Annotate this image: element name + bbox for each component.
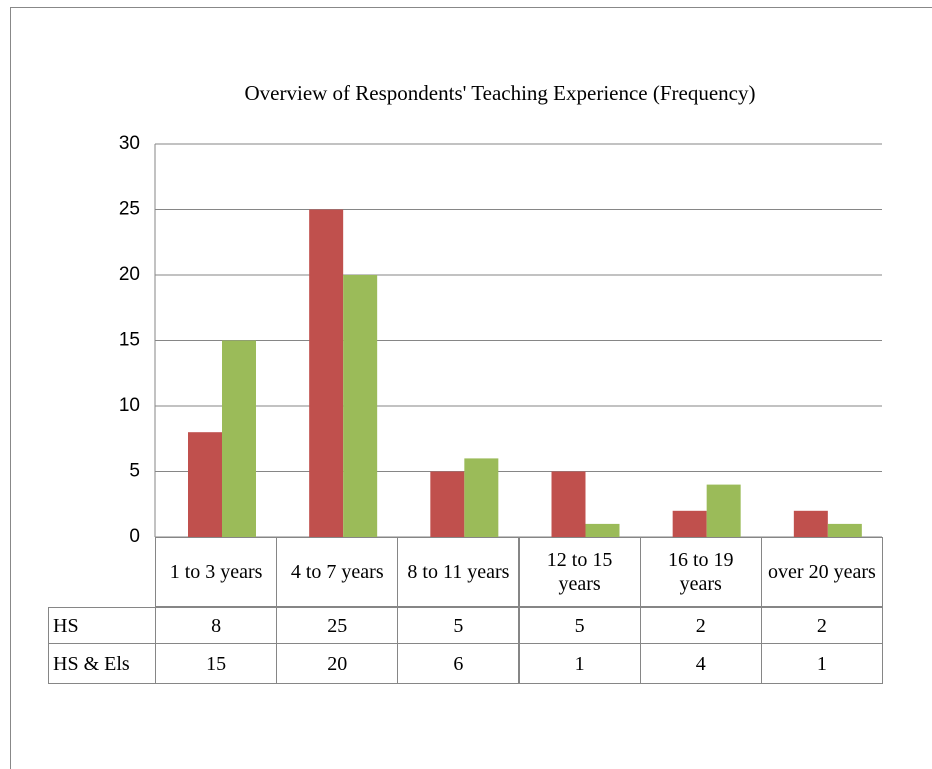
bar xyxy=(309,209,344,537)
chart-title: Overview of Respondents' Teaching Experi… xyxy=(245,81,756,105)
category-label: 8 to 11 years xyxy=(397,537,520,607)
y-tick-label: 30 xyxy=(119,133,140,154)
bar xyxy=(793,510,828,537)
bar xyxy=(827,523,862,537)
table-value: 4 xyxy=(639,643,762,684)
table-value: 15 xyxy=(155,643,278,684)
category-label: 12 to 15 years xyxy=(518,537,641,607)
y-tick-label: 10 xyxy=(119,395,140,416)
table-value: 20 xyxy=(276,643,399,684)
y-tick-label: 0 xyxy=(129,526,140,547)
table-value: 25 xyxy=(276,607,399,644)
table-value: 5 xyxy=(518,607,641,644)
bar xyxy=(222,340,256,537)
y-tick-label: 20 xyxy=(119,264,140,285)
row-label: HS xyxy=(48,607,156,644)
bar xyxy=(430,471,465,537)
y-tick-label: 5 xyxy=(129,461,140,482)
chart-frame xyxy=(10,7,932,769)
category-label: 16 to 19 years xyxy=(639,537,762,607)
y-tick-label: 15 xyxy=(119,330,140,351)
category-label: 4 to 7 years xyxy=(276,537,399,607)
table-value: 6 xyxy=(397,643,520,684)
bar xyxy=(464,458,499,537)
bar xyxy=(188,432,222,537)
table-value: 8 xyxy=(155,607,278,644)
bar xyxy=(551,471,586,537)
table-value: 2 xyxy=(760,607,883,644)
table-value: 1 xyxy=(518,643,641,684)
bar xyxy=(585,523,620,537)
category-label: 1 to 3 years xyxy=(155,537,278,607)
bar xyxy=(706,484,741,537)
table-value: 5 xyxy=(397,607,520,644)
y-tick-label: 25 xyxy=(119,199,140,220)
category-label: over 20 years xyxy=(760,537,883,607)
row-label: HS & Els xyxy=(48,643,156,684)
bar xyxy=(672,510,707,537)
table-value: 2 xyxy=(639,607,762,644)
bar xyxy=(343,275,378,537)
table-value: 1 xyxy=(760,643,883,684)
